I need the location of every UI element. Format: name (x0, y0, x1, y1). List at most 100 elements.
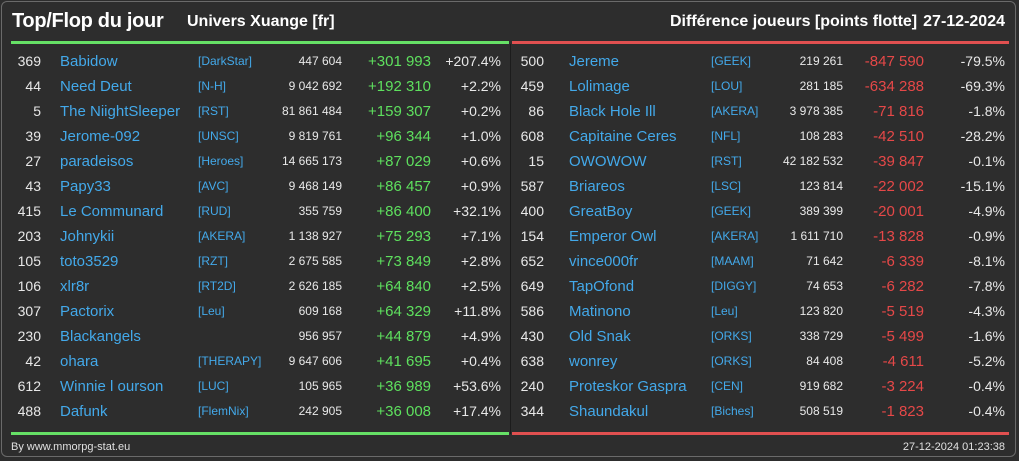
player-rank: 638 (520, 353, 544, 369)
top-panel-top-line (11, 41, 509, 44)
percent-change: +207.4% (445, 53, 501, 69)
player-points: 355 759 (298, 204, 342, 218)
alliance-tag-link[interactable]: [Biches] (711, 404, 754, 418)
alliance-tag-link[interactable]: [UNSC] (198, 129, 239, 143)
footer-credit: By www.mmorpg-stat.eu (11, 441, 131, 453)
percent-change: -4.9% (968, 203, 1005, 219)
player-rank: 5 (33, 103, 41, 119)
player-points: 1 611 710 (790, 229, 844, 243)
alliance-tag-link[interactable]: [DIGGY] (711, 279, 757, 293)
alliance-tag-link[interactable]: [Leu] (711, 304, 738, 318)
player-name-link[interactable]: Babidow (60, 53, 118, 70)
top-row: 5 The NiightSleeper [RST] 81 861 484 +159 30… (11, 99, 509, 124)
player-name-link[interactable]: Papy33 (60, 178, 111, 195)
player-name-link[interactable]: The NiightSleeper (60, 103, 181, 120)
points-difference: -22 002 (873, 178, 924, 195)
player-rank: 43 (25, 178, 41, 194)
points-difference: -20 001 (873, 203, 924, 220)
player-name-link[interactable]: Emperor Owl (569, 228, 657, 245)
player-name-link[interactable]: Johnykii (60, 228, 115, 245)
player-rank: 105 (17, 253, 41, 269)
player-rank: 27 (25, 153, 41, 169)
alliance-tag-link[interactable]: [LOU] (711, 79, 743, 93)
alliance-tag-link[interactable]: [ORKS] (711, 329, 752, 343)
alliance-tag-link[interactable]: [NFL] (711, 129, 741, 143)
player-name-link[interactable]: Black Hole Ill (569, 103, 656, 120)
player-name-link[interactable]: Old Snak (569, 328, 631, 345)
alliance-tag-link[interactable]: [AKERA] (198, 229, 246, 243)
alliance-tag-link[interactable]: [RUD] (198, 204, 231, 218)
player-name-link[interactable]: OWOWOW (569, 153, 647, 170)
points-difference: +36 008 (376, 403, 431, 420)
player-points: 9 042 692 (288, 79, 342, 93)
player-rank: 500 (520, 53, 544, 69)
player-name-link[interactable]: xlr8r (60, 278, 90, 295)
player-name-link[interactable]: Lolimage (569, 78, 630, 95)
top-row: 203 Johnykii [AKERA] 1 138 927 +75 293 +7.1% (11, 224, 509, 249)
flop-row: 638 wonrey [ORKS] 84 408 -4 611 -5.2% (512, 349, 1009, 374)
player-name-link[interactable]: Capitaine Ceres (569, 128, 677, 145)
player-name-link[interactable]: Need Deut (60, 78, 132, 95)
points-difference: +41 695 (376, 353, 431, 370)
top-row: 39 Jerome-092 [UNSC] 9 819 761 +96 344 +1.0% (11, 124, 509, 149)
player-points: 105 965 (298, 379, 342, 393)
alliance-tag-link[interactable]: [N-H] (198, 79, 226, 93)
top-row: 612 Winnie l ourson [LUC] 105 965 +36 989 +53… (11, 374, 509, 399)
player-name-link[interactable]: Le Communard (60, 203, 164, 220)
player-name-link[interactable]: toto3529 (60, 253, 119, 270)
player-name-link[interactable]: GreatBoy (569, 203, 633, 220)
alliance-tag-link[interactable]: [RT2D] (198, 279, 236, 293)
percent-change: +1.0% (460, 128, 501, 144)
alliance-tag-link[interactable]: [LUC] (198, 379, 229, 393)
player-name-link[interactable]: Briareos (569, 178, 625, 195)
player-name-link[interactable]: Pactorix (60, 303, 115, 320)
percent-change: -8.1% (968, 253, 1005, 269)
alliance-tag-link[interactable]: [RST] (198, 104, 229, 118)
percent-change: +7.1% (460, 228, 501, 244)
percent-change: +0.6% (460, 153, 501, 169)
player-name-link[interactable]: Winnie l ourson (60, 378, 164, 395)
player-name-link[interactable]: Jereme (569, 53, 620, 70)
flop-row: 652 vince000fr [MAAM] 71 642 -6 339 -8.1% (512, 249, 1009, 274)
player-name-link[interactable]: TapOfond (569, 278, 635, 295)
player-name-link[interactable]: paradeisos (60, 153, 134, 170)
player-name-link[interactable]: Shaundakul (569, 403, 649, 420)
points-difference: -5 519 (881, 303, 924, 320)
header-date: 27-12-2024 (923, 13, 1005, 30)
alliance-tag-link[interactable]: [RST] (711, 154, 742, 168)
flop-row: 649 TapOfond [DIGGY] 74 653 -6 282 -7.8% (512, 274, 1009, 299)
percent-change: -0.9% (968, 228, 1005, 244)
player-points: 71 642 (806, 254, 843, 268)
player-name-link[interactable]: Jerome-092 (60, 128, 141, 145)
player-name-link[interactable]: ohara (60, 353, 99, 370)
alliance-tag-link[interactable]: [FlemNix] (198, 404, 249, 418)
points-difference: -847 590 (864, 53, 924, 70)
alliance-tag-link[interactable]: [LSC] (711, 179, 742, 193)
alliance-tag-link[interactable]: [GEEK] (711, 204, 752, 218)
points-difference: -634 288 (864, 78, 924, 95)
player-name-link[interactable]: Blackangels (60, 328, 141, 345)
player-rank: 203 (17, 228, 41, 244)
player-name-link[interactable]: Dafunk (60, 403, 108, 420)
panel-divider (510, 44, 511, 434)
alliance-tag-link[interactable]: [MAAM] (711, 254, 754, 268)
alliance-tag-link[interactable]: [GEEK] (711, 54, 752, 68)
points-difference: -71 816 (873, 103, 924, 120)
alliance-tag-link[interactable]: [Heroes] (198, 154, 244, 168)
top-row: 415 Le Communard [RUD] 355 759 +86 400 +32.1% (11, 199, 509, 224)
alliance-tag-link[interactable]: [DarkStar] (198, 54, 253, 68)
alliance-tag-link[interactable]: [CEN] (711, 379, 744, 393)
alliance-tag-link[interactable]: [RZT] (198, 254, 228, 268)
player-name-link[interactable]: vince000fr (569, 253, 639, 270)
points-difference: +73 849 (376, 253, 431, 270)
alliance-tag-link[interactable]: [AKERA] (711, 229, 759, 243)
alliance-tag-link[interactable]: [THERAPY] (198, 354, 262, 368)
alliance-tag-link[interactable]: [AVC] (198, 179, 229, 193)
player-rank: 44 (25, 78, 41, 94)
player-name-link[interactable]: Proteskor Gaspra (569, 378, 687, 395)
alliance-tag-link[interactable]: [AKERA] (711, 104, 759, 118)
alliance-tag-link[interactable]: [ORKS] (711, 354, 752, 368)
player-name-link[interactable]: Matinono (569, 303, 631, 320)
alliance-tag-link[interactable]: [Leu] (198, 304, 225, 318)
player-name-link[interactable]: wonrey (569, 353, 618, 370)
